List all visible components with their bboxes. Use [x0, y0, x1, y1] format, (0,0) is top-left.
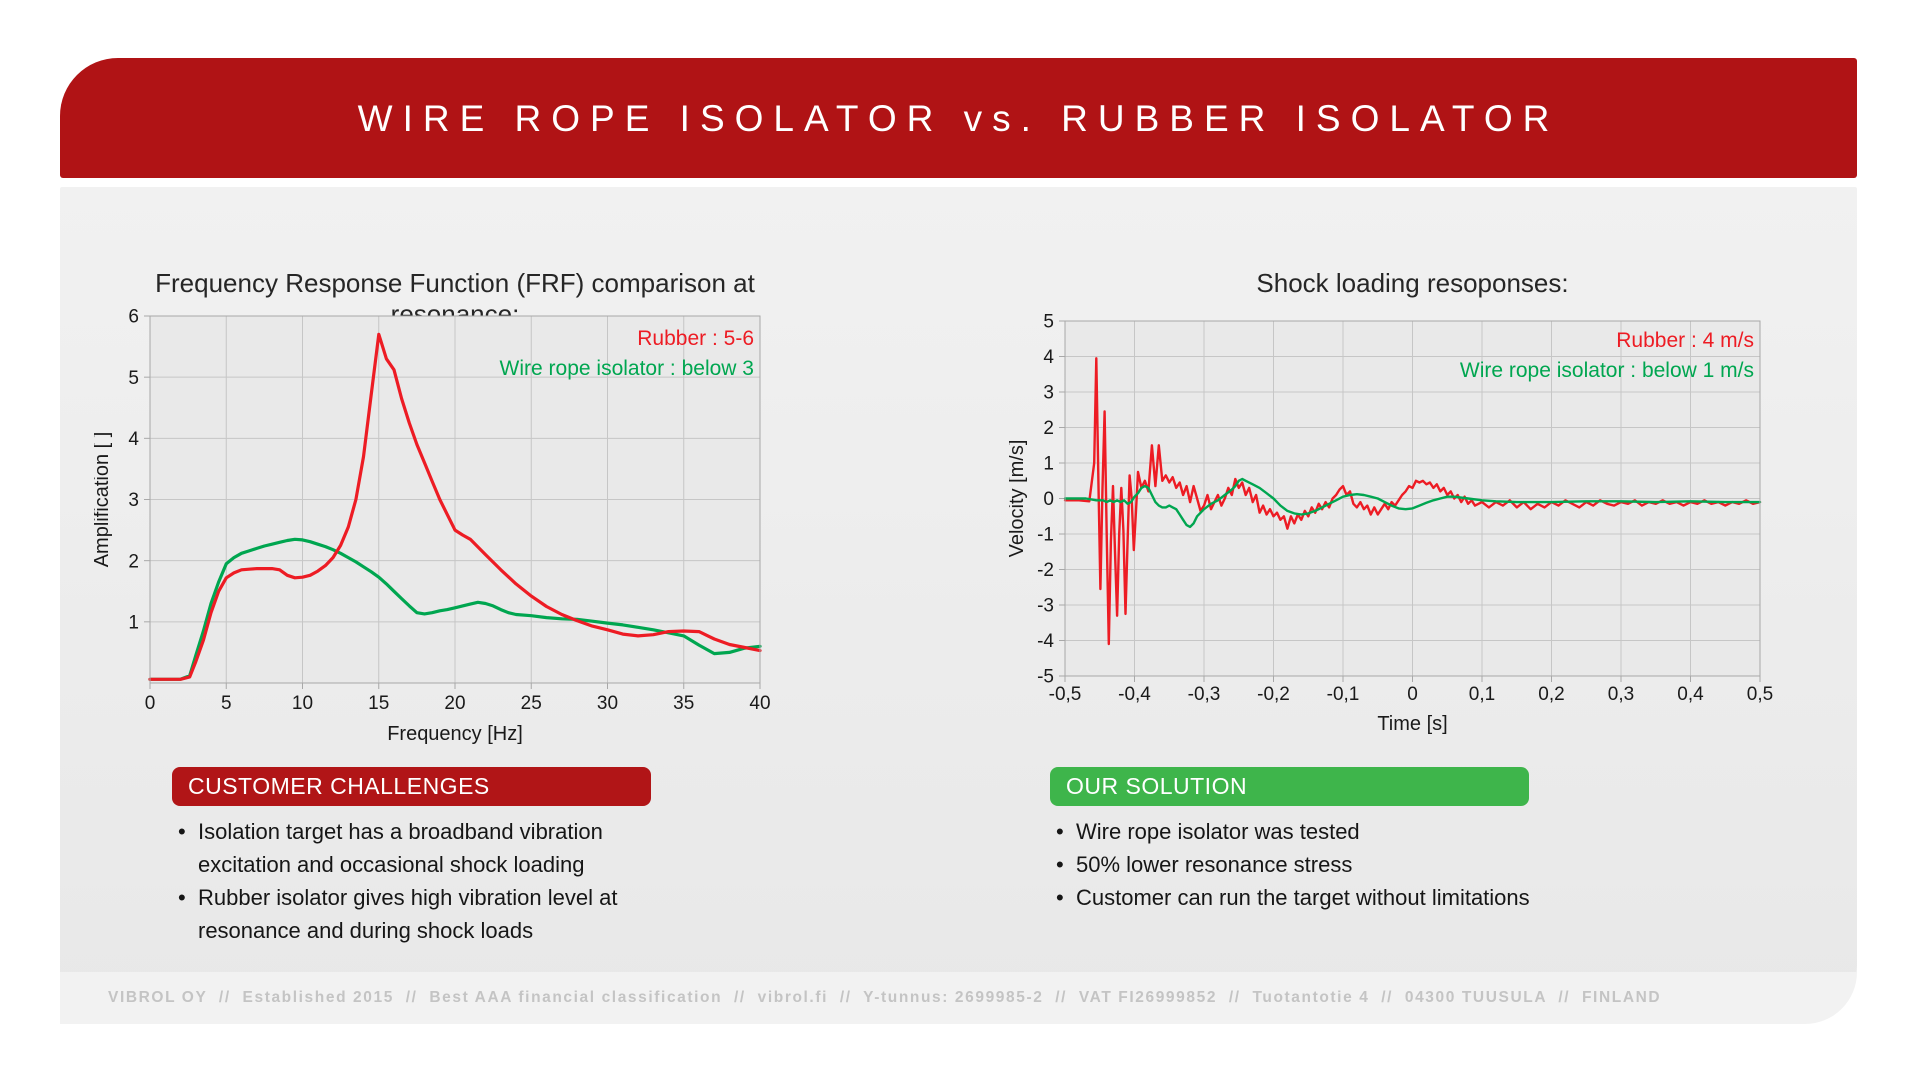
shock-chart: -0,5 -0,4 -0,3 -0,2 -0,1 0 0,1 0,2 0,3 0,4 0,5 -5 -4…: [1009, 312, 1773, 735]
shock-chart-section: Shock loading resoponses: -0,5 -0,4 -0,3 -0…: [1009, 268, 1789, 735]
svg-text:2: 2: [1043, 418, 1054, 439]
svg-text:Amplification [ ]: Amplification [ ]: [94, 432, 113, 568]
frf-chart-legend: Rubber : 5-6 Wire rope isolator : below …: [150, 324, 754, 384]
svg-text:-4: -4: [1037, 631, 1054, 652]
svg-text:-5: -5: [1037, 667, 1054, 688]
svg-text:4: 4: [1043, 347, 1054, 368]
challenges-header: CUSTOMER CHALLENGES: [172, 767, 651, 806]
frf-legend-rubber: Rubber : 5-6: [637, 327, 754, 350]
svg-text:6: 6: [128, 307, 139, 328]
svg-text:-1: -1: [1037, 525, 1054, 546]
svg-text:1: 1: [1043, 454, 1054, 475]
svg-text:30: 30: [597, 693, 618, 714]
svg-text:1: 1: [128, 612, 139, 633]
svg-text:35: 35: [673, 693, 694, 714]
svg-text:5: 5: [221, 693, 232, 714]
svg-text:0: 0: [1407, 684, 1418, 705]
svg-text:Frequency [Hz]: Frequency [Hz]: [387, 723, 523, 745]
svg-text:0,3: 0,3: [1608, 684, 1634, 705]
svg-text:20: 20: [444, 693, 465, 714]
svg-text:10: 10: [292, 693, 313, 714]
footer-bar: VIBROL OY // Established 2015 // Best AA…: [60, 972, 1857, 1024]
svg-text:0,2: 0,2: [1538, 684, 1564, 705]
svg-text:25: 25: [521, 693, 542, 714]
shock-chart-legend: Rubber : 4 m/s Wire rope isolator : belo…: [1065, 326, 1754, 386]
shock-legend-wire-rope: Wire rope isolator : below 1 m/s: [1459, 359, 1754, 382]
svg-text:40: 40: [749, 693, 770, 714]
svg-text:0,4: 0,4: [1677, 684, 1704, 705]
list-item: 50% lower resonance stress: [1050, 848, 1580, 881]
challenges-section: CUSTOMER CHALLENGES Isolation target has…: [172, 767, 672, 947]
svg-text:-0,1: -0,1: [1327, 684, 1360, 705]
svg-text:-0,4: -0,4: [1118, 684, 1151, 705]
page-title: WIRE ROPE ISOLATOR vs. RUBBER ISOLATOR: [357, 98, 1560, 139]
frf-chart-section: Frequency Response Function (FRF) compar…: [94, 268, 774, 745]
solution-list: Wire rope isolator was tested 50% lower …: [1050, 815, 1580, 914]
svg-text:3: 3: [128, 490, 139, 511]
svg-text:0,5: 0,5: [1747, 684, 1773, 705]
svg-text:0: 0: [1043, 489, 1054, 510]
list-item: Customer can run the target without limi…: [1050, 881, 1580, 914]
challenges-list: Isolation target has a broadband vibrati…: [172, 815, 642, 947]
svg-text:0,1: 0,1: [1469, 684, 1495, 705]
frf-chart: 0 5 10 15 20 25 30 35 40 1 2 3 4 5 6 Frequency [Hz] Ampl…: [94, 307, 771, 745]
svg-text:-0,5: -0,5: [1049, 684, 1082, 705]
svg-text:-0,2: -0,2: [1257, 684, 1290, 705]
svg-text:0: 0: [145, 693, 156, 714]
svg-text:5: 5: [128, 368, 139, 389]
solution-header: OUR SOLUTION: [1050, 767, 1529, 806]
shock-chart-title: Shock loading resoponses:: [1256, 268, 1569, 298]
svg-text:3: 3: [1043, 383, 1054, 404]
frf-chart-title: Frequency Response Function (FRF) compar…: [155, 268, 755, 329]
svg-text:Velocity [m/s]: Velocity [m/s]: [1009, 440, 1028, 558]
list-item: Rubber isolator gives high vibration lev…: [172, 881, 642, 947]
svg-text:2: 2: [128, 551, 139, 572]
svg-text:Time [s]: Time [s]: [1377, 713, 1447, 735]
footer-text: VIBROL OY // Established 2015 // Best AA…: [108, 989, 1662, 1006]
svg-text:-2: -2: [1037, 560, 1054, 581]
shock-legend-rubber: Rubber : 4 m/s: [1616, 329, 1754, 352]
svg-text:5: 5: [1043, 312, 1054, 333]
svg-text:15: 15: [368, 693, 389, 714]
svg-text:-3: -3: [1037, 596, 1054, 617]
header-banner: WIRE ROPE ISOLATOR vs. RUBBER ISOLATOR: [60, 58, 1857, 178]
solution-section: OUR SOLUTION Wire rope isolator was test…: [1050, 767, 1590, 914]
svg-text:-0,3: -0,3: [1188, 684, 1221, 705]
list-item: Wire rope isolator was tested: [1050, 815, 1580, 848]
frf-legend-wire-rope: Wire rope isolator : below 3: [499, 357, 754, 380]
list-item: Isolation target has a broadband vibrati…: [172, 815, 642, 881]
svg-text:4: 4: [128, 429, 139, 450]
